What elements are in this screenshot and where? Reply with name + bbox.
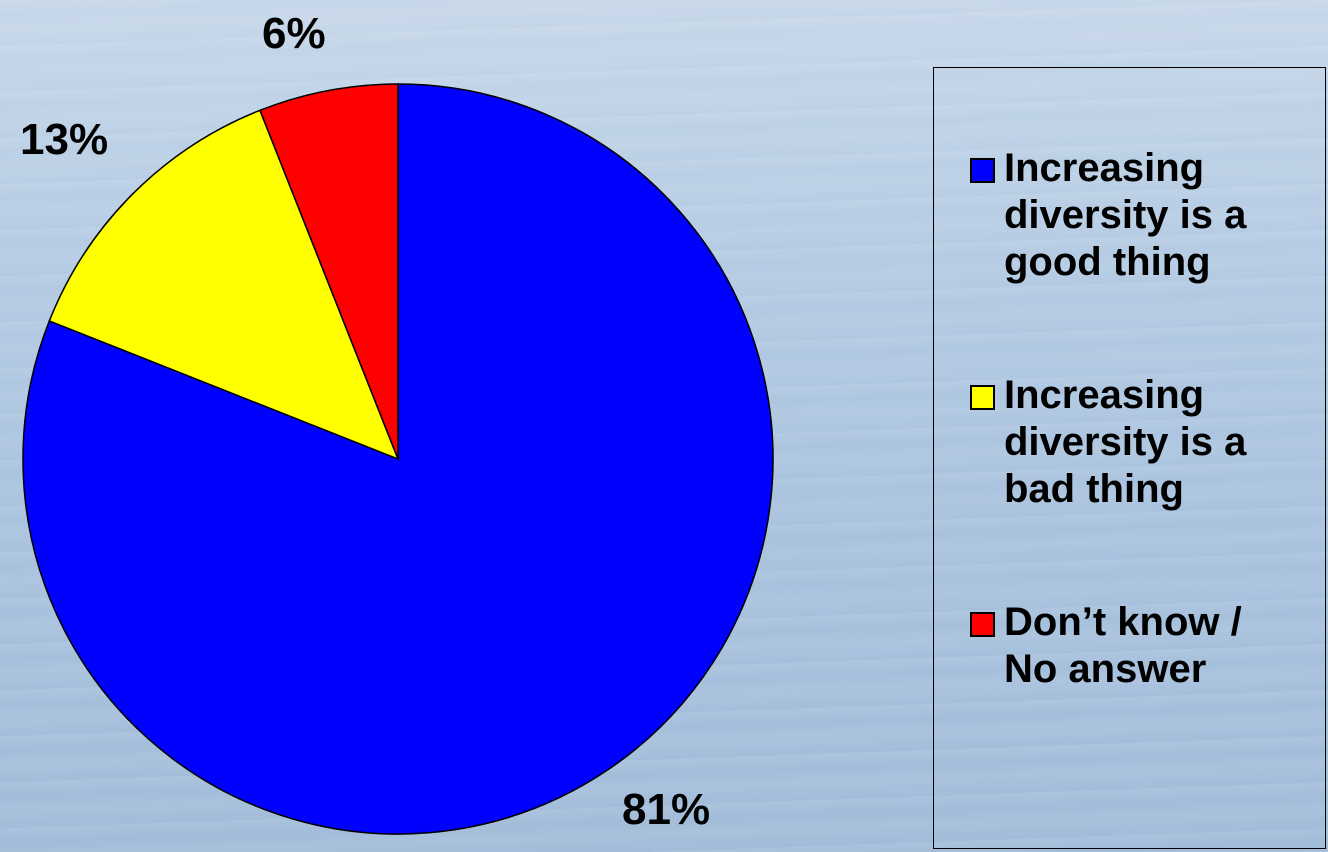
legend-label: Don’t know / No answer [1004,600,1242,691]
data-label-bad: 13% [20,115,109,164]
slice-good [22,83,774,835]
slice-dont-know [258,83,399,460]
data-label-dont-know: 6% [262,9,326,58]
legend-swatch-yellow [970,385,995,410]
legend-swatch-red [970,612,995,637]
legend-item-dont-know: Don’t know / No answer [970,599,1304,693]
slice-bad [48,109,400,461]
legend-label: Increasing diversity is a good thing [1004,146,1247,284]
legend-item-good: Increasing diversity is a good thing [970,145,1304,286]
data-label-good: 81% [622,785,711,834]
legend-swatch-blue [970,158,995,183]
legend-label: Increasing diversity is a bad thing [1004,373,1247,511]
legend-item-bad: Increasing diversity is a bad thing [970,372,1304,513]
legend: Increasing diversity is a good thing Inc… [933,67,1326,849]
